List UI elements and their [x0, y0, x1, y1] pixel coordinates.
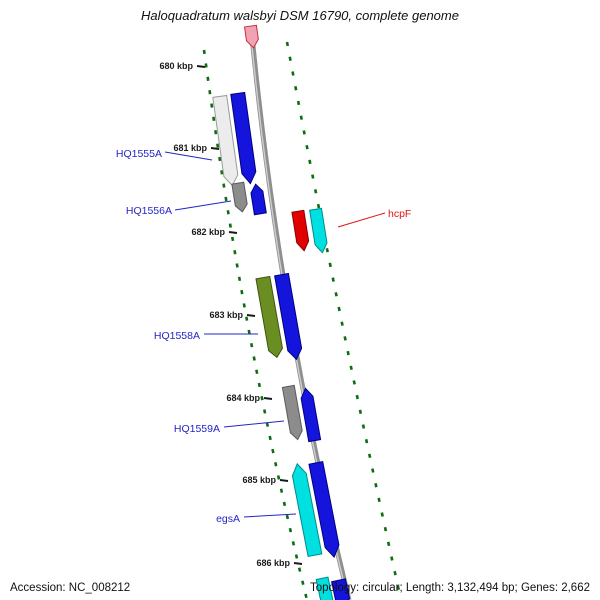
leader-line-hq1556a	[174, 200, 232, 211]
leader-line-hq1555a	[164, 151, 213, 161]
ruler-tick-685	[279, 479, 289, 482]
gene-label-hq1558a[interactable]: HQ1558A	[154, 330, 200, 342]
ruler-tick-label-680: 680 kbp	[159, 61, 193, 71]
ruler-tick-label-683: 683 kbp	[209, 310, 243, 320]
ruler-tick-label-686: 686 kbp	[256, 558, 290, 568]
leader-line-hcpf	[337, 212, 386, 228]
gene-hq1559a-gray[interactable]	[281, 384, 303, 441]
gene-label-hcpf[interactable]: hcpF	[388, 208, 411, 220]
leader-line-hq1559a	[223, 420, 285, 428]
gene-egsa-cyan[interactable]	[290, 462, 323, 558]
gene-hq1555a-light[interactable]	[212, 94, 239, 187]
ruler-tick-683	[246, 314, 256, 317]
gene-egsa-blue[interactable]	[308, 460, 341, 559]
gene-top-partial[interactable]	[243, 24, 260, 49]
ruler-tick-682	[228, 231, 238, 234]
ruler-tick-686	[293, 562, 303, 565]
ruler-tick-684	[263, 397, 273, 400]
topology-text: Topology: circular; Length: 3,132,494 bp…	[309, 582, 590, 594]
ruler-tick-label-685: 685 kbp	[242, 475, 276, 485]
feature-track-right	[285, 41, 403, 600]
gene-hq1558a-blue[interactable]	[274, 272, 304, 361]
gene-label-hq1556a[interactable]: HQ1556A	[126, 205, 172, 217]
ruler-tick-681	[210, 147, 220, 150]
ruler-tick-label-682: 682 kbp	[191, 227, 225, 237]
gene-hcpf-cyan[interactable]	[309, 207, 329, 254]
gene-hcpf-red[interactable]	[291, 209, 310, 252]
ruler-tick-680	[196, 65, 206, 68]
accession-text: Accession: NC_008212	[10, 582, 131, 594]
gene-label-hq1555a[interactable]: HQ1555A	[116, 148, 162, 160]
status-bar: Accession: NC_008212 Topology: circular;…	[0, 582, 600, 594]
gene-bottom-partial-cyan[interactable]	[315, 576, 334, 600]
ruler-tick-label-684: 684 kbp	[226, 393, 260, 403]
ruler-tick-label-681: 681 kbp	[173, 143, 207, 153]
gene-hq1555a-blue[interactable]	[230, 91, 258, 185]
gene-label-egsa[interactable]: egsA	[216, 513, 240, 525]
feature-track-left	[202, 49, 309, 600]
gene-hq1559a-blue[interactable]	[300, 387, 322, 443]
gene-label-hq1559a[interactable]: HQ1559A	[174, 423, 220, 435]
leader-line-egsa	[243, 513, 297, 518]
page-title: Haloquadratum walsbyi DSM 16790, complet…	[141, 8, 459, 23]
gene-hq1556a-blue[interactable]	[250, 183, 267, 216]
gene-hq1558a-olive[interactable]	[255, 275, 284, 359]
gene-hq1556a-gray[interactable]	[231, 181, 248, 213]
